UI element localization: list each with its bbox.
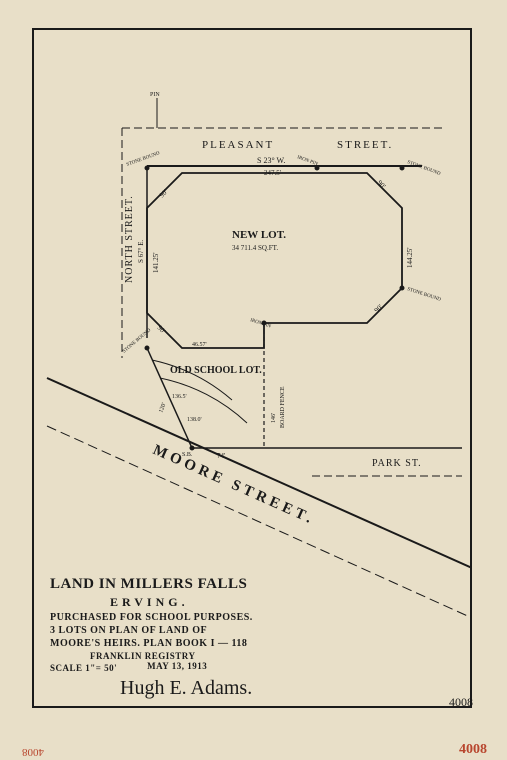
id-bottom-right: 4008	[459, 742, 487, 758]
dim-sw: 90'	[156, 324, 168, 336]
bearing-s67e: S 67° E.	[137, 240, 145, 263]
pin-label: PIN	[150, 92, 160, 98]
moore-st-label: MOORE STREET.	[150, 442, 317, 528]
pleasant-label-2: STREET.	[337, 139, 393, 151]
dim-w: 141.25'	[152, 252, 160, 273]
old-lot-arc2	[160, 378, 247, 423]
dim-old-s2: 138.0'	[187, 417, 202, 423]
new-lot-area: 34 711.4 SQ.FT.	[232, 244, 278, 252]
old-school-label: OLD SCHOOL LOT.	[170, 365, 262, 376]
id-bottom-left: 4008	[22, 746, 44, 758]
dim-south-partial: 46.57'	[192, 342, 207, 348]
new-lot-boundary	[147, 173, 402, 348]
iron-pin-mid: IRON PIN	[249, 318, 271, 330]
corner-ne	[400, 166, 404, 170]
corner-nw	[145, 166, 149, 170]
corner-sb	[190, 446, 194, 450]
title-l5: MOORE'S HEIRS. PLAN BOOK I — 118	[50, 638, 320, 649]
corner-se	[400, 286, 404, 290]
title-scale: SCALE 1"= 50'	[50, 663, 117, 673]
dim-ne: 90'	[376, 179, 388, 191]
title-l6a: FRANKLIN REGISTRY	[90, 651, 320, 661]
bearing-s23w: S 23° W.	[257, 156, 285, 165]
stone-bound-se: STONE BOUND	[406, 287, 441, 303]
dim-old-s1: 136.5'	[172, 394, 187, 400]
title-l3: PURCHASED FOR SCHOOL PURPOSES.	[50, 612, 320, 623]
new-lot-label: NEW LOT.	[232, 229, 286, 241]
moore-st-north	[47, 378, 472, 568]
title-date: MAY 13, 1913	[147, 661, 207, 673]
dim-fence: 146'	[271, 413, 277, 423]
north-st-label: NORTH STREET.	[124, 195, 135, 283]
stone-bound-ne: STONE BOUND	[406, 160, 441, 177]
park-st-label: PARK ST.	[372, 458, 422, 469]
dim-e: 144.25'	[406, 247, 414, 268]
dim-se: 90'	[373, 303, 385, 315]
id-inside: 4008	[449, 695, 473, 710]
title-l1: LAND IN MILLERS FALLS	[50, 576, 320, 593]
title-l4: 3 LOTS ON PLAN OF LAND OF	[50, 625, 320, 636]
title-l2: ERVING.	[110, 595, 320, 610]
pleasant-label-1: PLEASANT	[202, 139, 274, 151]
surveyor-signature: Hugh E. Adams.	[120, 677, 320, 700]
dim-top: 247.5'	[264, 169, 281, 177]
fence-label: BOARD FENCE	[280, 386, 286, 428]
dim-nw: 90'	[158, 188, 170, 200]
dim-old-left: 120'	[158, 402, 167, 414]
title-block: LAND IN MILLERS FALLS ERVING. PURCHASED …	[50, 576, 320, 700]
dim-old-bottom: 74'	[217, 452, 225, 460]
